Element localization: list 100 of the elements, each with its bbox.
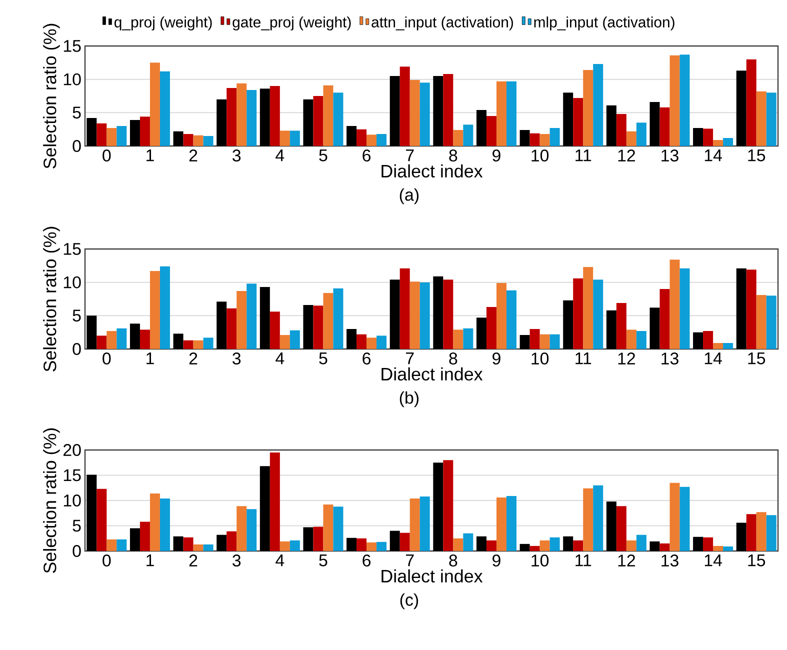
x-tick-label: 4	[276, 150, 284, 162]
legend-label: mlp_input (activation)	[534, 16, 674, 30]
x-tick-label: 13	[662, 352, 678, 365]
y-tick-label: 15	[64, 243, 81, 255]
bar	[723, 343, 734, 350]
x-tick-label: 4	[276, 554, 284, 566]
bar	[433, 76, 444, 146]
bar	[453, 330, 464, 350]
bar	[303, 99, 314, 146]
bar	[183, 134, 194, 146]
bar	[506, 81, 516, 146]
x-tick-label: 2	[189, 352, 198, 364]
bar	[703, 128, 714, 146]
bar	[670, 55, 680, 146]
bar	[650, 308, 660, 350]
bar	[260, 287, 270, 350]
bar	[433, 462, 444, 552]
text: (c)	[400, 593, 418, 610]
bar	[573, 278, 584, 350]
bar	[203, 544, 214, 552]
x-tick-label: 6	[362, 352, 370, 365]
bar	[766, 296, 776, 350]
bar	[453, 538, 464, 552]
bar	[150, 271, 160, 350]
bar	[660, 107, 670, 146]
x-tick-label: 8	[449, 554, 458, 567]
bar	[356, 334, 367, 350]
bar	[366, 542, 377, 552]
bar	[160, 266, 170, 350]
bar	[390, 280, 400, 350]
y-axis-title: Selection ratio (%)	[43, 24, 60, 168]
bar	[606, 502, 616, 552]
bar	[356, 129, 367, 146]
bar	[280, 335, 290, 350]
y-tick-label: 5	[72, 520, 81, 532]
bar	[550, 334, 560, 350]
bar	[486, 307, 496, 350]
bar	[670, 260, 680, 350]
bar	[410, 498, 420, 552]
bar	[496, 81, 506, 146]
bar	[376, 336, 387, 350]
x-tick-label: 8	[449, 352, 458, 365]
y-axis-title: Selection ratio (%)	[43, 428, 60, 573]
bar	[183, 537, 194, 552]
bar	[173, 536, 184, 552]
bar	[390, 530, 400, 552]
bar	[116, 539, 127, 552]
bar	[313, 96, 324, 146]
x-axis-title: Dialect index	[382, 164, 483, 178]
legend-label: attn_input (activation)	[372, 16, 513, 30]
bar	[216, 99, 227, 146]
bar	[333, 92, 344, 146]
y-tick-label: 5	[72, 106, 81, 119]
bar	[583, 267, 594, 350]
bar	[530, 133, 540, 146]
bar	[593, 485, 604, 552]
y-tick-label: 15	[64, 469, 81, 482]
x-tick-label: 3	[232, 554, 241, 567]
x-tick-label: 10	[532, 352, 549, 365]
x-tick-label: 13	[662, 554, 678, 567]
bar	[520, 130, 530, 146]
bar	[400, 66, 410, 146]
x-tick-label: 15	[748, 554, 766, 566]
bar	[130, 324, 140, 350]
bar	[746, 59, 756, 146]
bar	[660, 289, 670, 350]
bar	[96, 336, 107, 350]
bar	[150, 62, 160, 146]
bar	[193, 340, 204, 350]
bar	[703, 331, 714, 350]
bar	[246, 284, 257, 350]
x-tick-label: 2	[189, 554, 198, 566]
x-tick-label: 8	[449, 150, 458, 162]
bar	[323, 504, 334, 552]
bar	[583, 70, 594, 146]
bar	[746, 270, 756, 350]
x-tick-label: 10	[532, 150, 549, 162]
x-axis-title: Dialect index	[382, 569, 483, 583]
bar	[260, 466, 270, 552]
bar	[703, 537, 714, 552]
x-tick-label: 15	[748, 352, 766, 364]
bar	[736, 522, 746, 552]
y-tick-label: 10	[64, 494, 81, 507]
bar	[693, 332, 704, 350]
bar	[86, 316, 97, 350]
bar	[563, 536, 574, 552]
bar	[410, 282, 420, 350]
bar	[400, 268, 410, 350]
bar	[520, 544, 530, 552]
bar	[626, 131, 636, 146]
bar	[226, 531, 237, 552]
bar	[530, 546, 540, 552]
bar	[280, 130, 290, 146]
bar	[636, 122, 646, 146]
bar	[236, 291, 247, 350]
bar	[140, 116, 150, 146]
x-tick-label: 12	[618, 352, 635, 364]
y-axis-title: Selection ratio (%)	[43, 226, 60, 372]
bar	[606, 310, 616, 350]
x-tick-label: 6	[362, 150, 370, 162]
